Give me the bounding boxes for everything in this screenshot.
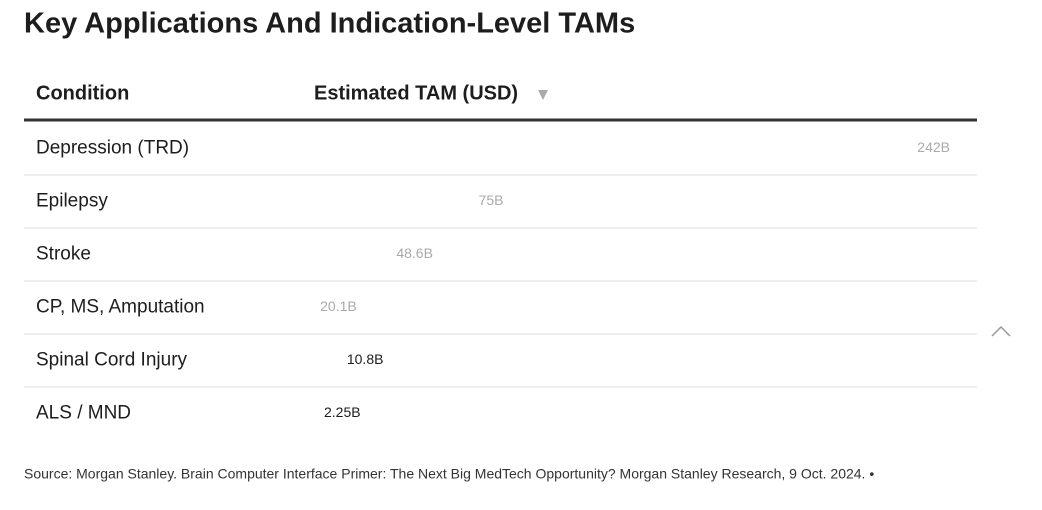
value-label: 20.1B (320, 298, 357, 314)
column-header[interactable]: Estimated TAM (USD) (314, 82, 518, 104)
category-label: CP, MS, Amputation (36, 297, 205, 318)
category-label: Depression (TRD) (36, 138, 189, 159)
value-label: 242B (917, 139, 950, 155)
category-label: Epilepsy (36, 191, 108, 212)
value-label: 10.8B (347, 351, 384, 367)
bar (313, 293, 367, 322)
bar (313, 346, 342, 375)
value-label: 75B (479, 192, 504, 208)
source-note: Source: Morgan Stanley. Brain Computer I… (24, 466, 874, 482)
column-header: Condition (36, 82, 129, 104)
scroll-up[interactable] (991, 325, 1011, 337)
category-label: Stroke (36, 244, 91, 265)
bar (313, 399, 320, 428)
value-label: 48.6B (396, 245, 433, 261)
bar (313, 240, 443, 269)
category-label: Spinal Cord Injury (36, 350, 188, 371)
chart-title: Key Applications And Indication-Level TA… (24, 8, 635, 40)
bar (313, 134, 960, 163)
bar (313, 187, 514, 216)
sort-icon[interactable] (538, 90, 548, 100)
value-label: 2.25B (324, 404, 361, 420)
category-label: ALS / MND (36, 403, 131, 424)
